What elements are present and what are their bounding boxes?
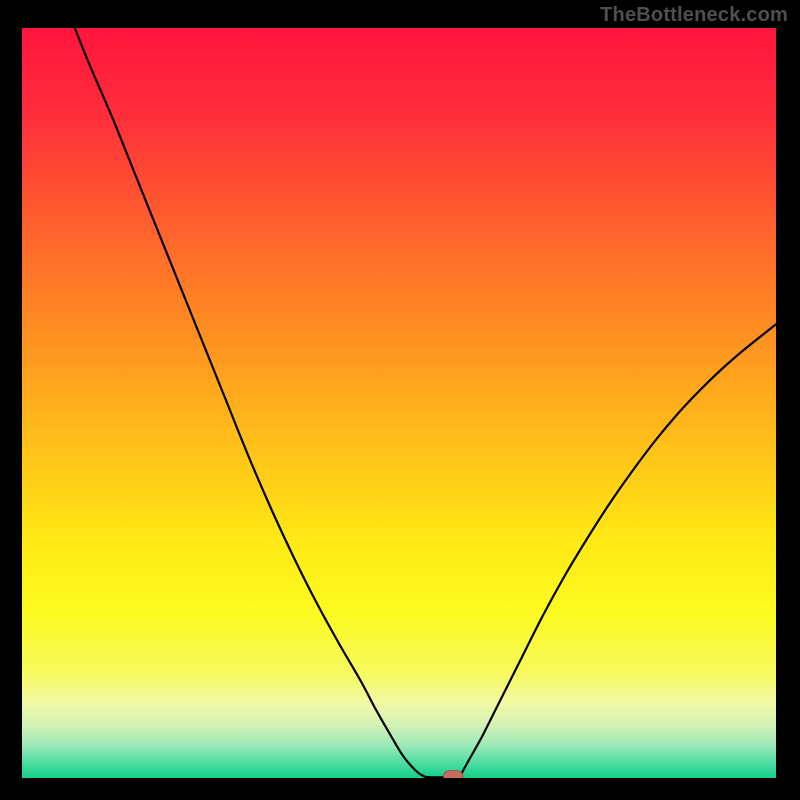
plot-svg (22, 28, 776, 778)
optimal-marker (443, 771, 463, 779)
plot-area (22, 28, 776, 778)
gradient-background (22, 28, 776, 778)
watermark-text: TheBottleneck.com (600, 4, 788, 27)
chart-container: TheBottleneck.com (0, 0, 800, 800)
